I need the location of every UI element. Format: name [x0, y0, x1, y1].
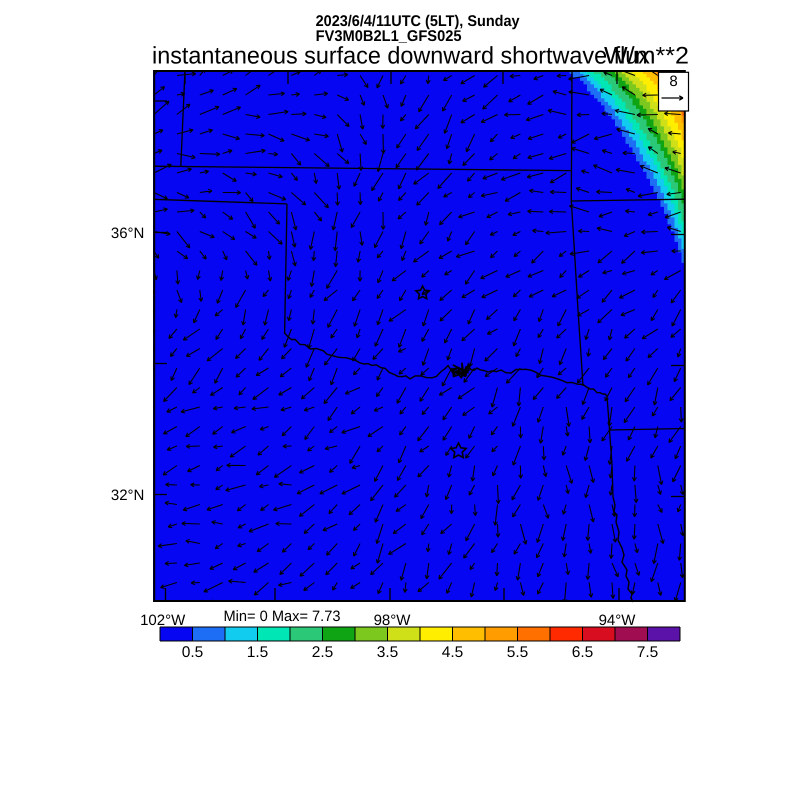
- svg-text:32°N: 32°N: [111, 487, 145, 504]
- svg-text:0.5: 0.5: [182, 644, 204, 661]
- svg-text:8: 8: [669, 73, 677, 90]
- svg-text:5.5: 5.5: [507, 644, 529, 661]
- svg-text:2.5: 2.5: [312, 644, 334, 661]
- svg-text:7.5: 7.5: [637, 644, 659, 661]
- svg-text:3.5: 3.5: [377, 644, 399, 661]
- svg-text:Min= 0 Max= 7.73: Min= 0 Max= 7.73: [224, 608, 341, 625]
- svg-text:36°N: 36°N: [111, 225, 145, 242]
- svg-text:W/m**2: W/m**2: [604, 43, 689, 70]
- svg-text:instantaneous surface downward: instantaneous surface downward shortwave…: [152, 43, 650, 70]
- svg-text:102°W: 102°W: [140, 612, 186, 629]
- svg-text:6.5: 6.5: [572, 644, 594, 661]
- svg-text:FV3M0B2L1_GFS025: FV3M0B2L1_GFS025: [316, 28, 462, 45]
- svg-text:98°W: 98°W: [374, 612, 412, 629]
- svg-text:2023/6/4/11UTC (5LT), Sunday: 2023/6/4/11UTC (5LT), Sunday: [316, 13, 520, 30]
- svg-text:1.5: 1.5: [247, 644, 269, 661]
- svg-text:94°W: 94°W: [599, 612, 637, 629]
- svg-text:4.5: 4.5: [442, 644, 464, 661]
